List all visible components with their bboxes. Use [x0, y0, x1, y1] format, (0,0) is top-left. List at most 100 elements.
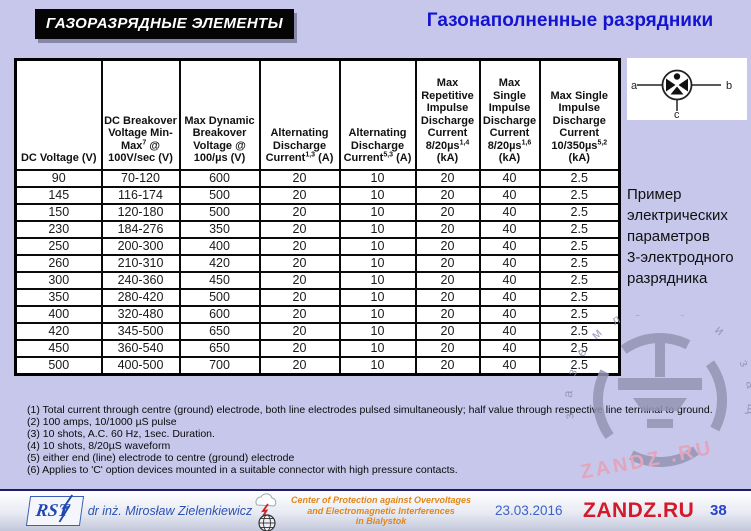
table-cell: 450 — [14, 338, 103, 358]
table-cell: 2.5 — [538, 185, 621, 205]
zandz-site-label: ZANDZ.RU — [583, 499, 695, 522]
table-row: 350 280-420 500 20 10 20 40 2.5 — [14, 287, 621, 307]
footnotes: (1) Total current through centre (ground… — [27, 404, 713, 476]
footnote: (5) either end (line) electrode to centr… — [27, 451, 295, 464]
col-header-max-single-820: Max Single Impulse Discharge Current 8/2… — [478, 58, 541, 171]
table-cell: 20 — [258, 219, 341, 239]
footnote: (1) Total current through centre (ground… — [27, 404, 713, 416]
table-cell: 40 — [478, 355, 541, 375]
center-line-2: and Electromagnetic Interferences — [307, 505, 455, 516]
table-row: 420 345-500 650 20 10 20 40 2.5 — [14, 321, 621, 341]
table-cell: 20 — [414, 253, 481, 273]
table-cell: 350 — [178, 219, 261, 239]
table-cell: 10 — [338, 355, 417, 375]
symbol-label-a: a — [631, 80, 638, 92]
table-cell: 400 — [14, 304, 103, 324]
table-cell: 450 — [178, 270, 261, 290]
table-cell: 10 — [338, 253, 417, 273]
table-cell: 300 — [14, 270, 103, 290]
table-cell: 70-120 — [100, 168, 181, 188]
table-cell: 40 — [478, 185, 541, 205]
table-cell: 20 — [414, 236, 481, 256]
page-title: Газонаполненные разрядники — [426, 10, 714, 31]
page-number: 38 — [710, 502, 727, 519]
table-cell: 20 — [258, 321, 341, 341]
cloud-lightning-globe-icon — [255, 493, 277, 531]
table-row: 145 116-174 500 20 10 20 40 2.5 — [14, 185, 621, 205]
table-cell: 40 — [478, 338, 541, 358]
example-caption: Пример электрических параметров 3-электр… — [627, 186, 734, 287]
table-cell: 150 — [14, 202, 103, 222]
table-cell: 600 — [178, 168, 261, 188]
center-of-protection-text: Center of Protection against Overvoltage… — [290, 495, 472, 527]
table-cell: 20 — [414, 168, 481, 188]
table-cell: 20 — [258, 185, 341, 205]
table-cell: 90 — [14, 168, 103, 188]
table-row: 150 120-180 500 20 10 20 40 2.5 — [14, 202, 621, 222]
table-cell: 500 — [178, 287, 261, 307]
table-cell: 20 — [414, 185, 481, 205]
table-cell: 20 — [258, 304, 341, 324]
table-body: 90 70-120 600 20 10 20 40 2.5 145 116-17… — [14, 168, 621, 375]
table-cell: 2.5 — [538, 236, 621, 256]
table-cell: 40 — [478, 304, 541, 324]
table-cell: 2.5 — [538, 219, 621, 239]
table-cell: 40 — [478, 270, 541, 290]
table-cell: 10 — [338, 168, 417, 188]
col-header-max-dynamic: Max Dynamic Breakover Voltage @ 100/µs (… — [178, 58, 261, 171]
table-cell: 230 — [14, 219, 103, 239]
footnote: (4) 10 shots, 8/20µS waveform — [27, 439, 171, 452]
table-row: 450 360-540 650 20 10 20 40 2.5 — [14, 338, 621, 358]
table-cell: 260 — [14, 253, 103, 273]
table-cell: 420 — [178, 253, 261, 273]
table-cell: 650 — [178, 338, 261, 358]
footnote: (3) 10 shots, A.C. 60 Hz, 1sec. Duration… — [27, 427, 215, 440]
table-cell: 320-480 — [100, 304, 181, 324]
table-cell: 20 — [258, 270, 341, 290]
table-cell: 2.5 — [538, 304, 621, 324]
table-cell: 650 — [178, 321, 261, 341]
col-header-max-single-10350: Max Single Impulse Discharge Current 10/… — [538, 58, 621, 171]
table-cell: 10 — [338, 321, 417, 341]
table-header-row: DC Voltage (V) DC Breakover Voltage Min-… — [14, 58, 621, 171]
lightning-icon — [58, 494, 74, 523]
footnote: (6) Applies to 'C' option devices mounte… — [27, 463, 458, 476]
symbol-label-b: b — [726, 80, 732, 92]
table-cell: 20 — [414, 270, 481, 290]
table-cell: 420 — [14, 321, 103, 341]
table-cell: 20 — [258, 355, 341, 375]
table-cell: 360-540 — [100, 338, 181, 358]
table-row: 260 210-310 420 20 10 20 40 2.5 — [14, 253, 621, 273]
footnote: (2) 100 amps, 10/1000 µS pulse — [27, 415, 177, 428]
table-cell: 40 — [478, 202, 541, 222]
table-cell: 2.5 — [538, 168, 621, 188]
table-cell: 20 — [414, 355, 481, 375]
center-line-3: in Bialystok — [355, 516, 407, 526]
table-cell: 2.5 — [538, 287, 621, 307]
table-cell: 20 — [414, 338, 481, 358]
table-cell: 116-174 — [100, 185, 181, 205]
table-cell: 20 — [258, 287, 341, 307]
table-cell: 20 — [414, 321, 481, 341]
table-cell: 10 — [338, 219, 417, 239]
table-cell: 2.5 — [538, 338, 621, 358]
table-cell: 240-360 — [100, 270, 181, 290]
table-cell: 10 — [338, 287, 417, 307]
table-cell: 20 — [258, 253, 341, 273]
table-cell: 184-276 — [100, 219, 181, 239]
table-cell: 250 — [14, 236, 103, 256]
col-header-max-repetitive: Max Repetitive Impulse Discharge Current… — [414, 58, 481, 171]
table-row: 250 200-300 400 20 10 20 40 2.5 — [14, 236, 621, 256]
author-name: dr inż. Mirosław Zielenkiewicz — [87, 504, 253, 518]
table-cell: 2.5 — [538, 321, 621, 341]
gdt-symbol-icon: a b c — [631, 69, 732, 121]
table-cell: 10 — [338, 304, 417, 324]
table-cell: 20 — [414, 202, 481, 222]
table-cell: 40 — [478, 253, 541, 273]
slide-badge: ГАЗОРАЗРЯДНЫЕ ЭЛЕМЕНТЫ — [35, 9, 295, 39]
table-cell: 10 — [338, 270, 417, 290]
table-cell: 40 — [478, 321, 541, 341]
table-cell: 280-420 — [100, 287, 181, 307]
table-cell: 20 — [414, 219, 481, 239]
table-cell: 40 — [478, 287, 541, 307]
